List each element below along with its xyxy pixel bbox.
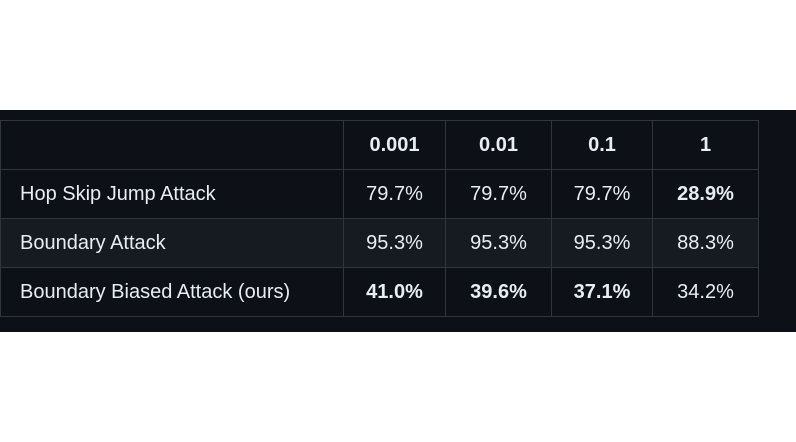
table-cell: 95.3%: [343, 218, 446, 268]
table-cell: 88.3%: [652, 218, 759, 268]
table-cell: 79.7%: [551, 169, 653, 219]
table-cell: 37.1%: [551, 267, 653, 317]
header-cell: 0.01: [445, 120, 552, 170]
table-cell: 39.6%: [445, 267, 552, 317]
table-cell: 95.3%: [551, 218, 653, 268]
row-label: Hop Skip Jump Attack: [0, 169, 344, 219]
table-cell: 34.2%: [652, 267, 759, 317]
table-cell: 41.0%: [343, 267, 446, 317]
table-row: Boundary Biased Attack (ours) 41.0% 39.6…: [0, 267, 759, 317]
results-table-panel: 0.001 0.01 0.1 1 Hop Skip Jump Attack 79…: [0, 110, 796, 332]
header-cell: 1: [652, 120, 759, 170]
table-cell: 79.7%: [343, 169, 446, 219]
table-cell: 28.9%: [652, 169, 759, 219]
table-row: Hop Skip Jump Attack 79.7% 79.7% 79.7% 2…: [0, 169, 759, 219]
table-cell: 95.3%: [445, 218, 552, 268]
table-cell: 79.7%: [445, 169, 552, 219]
table-row: Boundary Attack 95.3% 95.3% 95.3% 88.3%: [0, 218, 759, 268]
row-label: Boundary Biased Attack (ours): [0, 267, 344, 317]
results-table: 0.001 0.01 0.1 1 Hop Skip Jump Attack 79…: [0, 120, 759, 317]
row-label: Boundary Attack: [0, 218, 344, 268]
table-header-row: 0.001 0.01 0.1 1: [0, 120, 759, 170]
header-cell: 0.1: [551, 120, 653, 170]
header-cell-empty: [0, 120, 344, 170]
header-cell: 0.001: [343, 120, 446, 170]
